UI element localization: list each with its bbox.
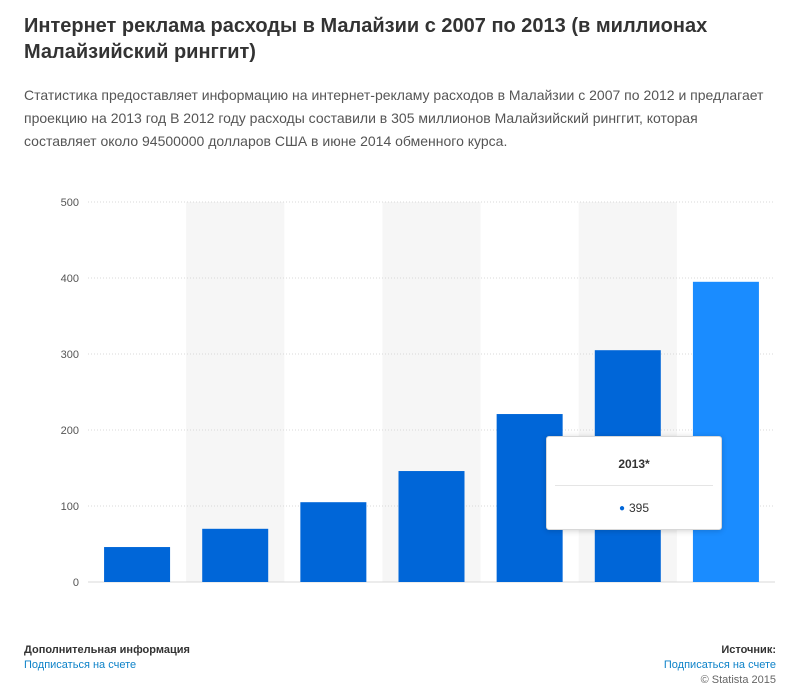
- info-heading: Дополнительная информация: [24, 644, 190, 656]
- series-dot-icon: ●: [618, 503, 625, 514]
- y-tick-label: 500: [61, 197, 79, 209]
- y-tick-label: 100: [61, 501, 79, 513]
- bar-2013[interactable]: [692, 281, 759, 582]
- bar-2010[interactable]: [398, 471, 465, 582]
- source-subscribe-link[interactable]: Подписаться на счете: [663, 659, 776, 671]
- chart-title: Интернет реклама расходы в Малайзии с 20…: [24, 15, 708, 63]
- copyright: © Statista 2015: [700, 674, 776, 686]
- tooltip-value: 395: [629, 501, 650, 515]
- y-tick-label: 300: [61, 349, 79, 361]
- bar-2009[interactable]: [300, 502, 367, 582]
- y-tick-label: 0: [73, 577, 79, 589]
- tooltip-value-row: ● 395: [547, 501, 721, 515]
- footer-info: Дополнительная информация Подписаться на…: [24, 643, 190, 673]
- y-axis-labels: 0 100 200 300 400 500: [61, 197, 79, 589]
- bar-tooltip: 2013* ● 395: [546, 436, 722, 530]
- background-band: [186, 202, 285, 582]
- bar-2008[interactable]: [202, 528, 269, 582]
- info-subscribe-link[interactable]: Подписаться на счете: [24, 659, 137, 671]
- y-tick-label: 400: [61, 273, 79, 285]
- source-heading: Источник:: [721, 644, 776, 656]
- footer-source: Источник: Подписаться на счете © Statist…: [664, 643, 776, 688]
- bar-chart: 0 100 200 300 400 500: [61, 197, 775, 589]
- chart-description: Статистика предоставляет информацию на и…: [24, 87, 764, 149]
- y-tick-label: 200: [61, 425, 79, 437]
- tooltip-title: 2013*: [618, 457, 650, 471]
- bar-2007[interactable]: [104, 547, 171, 582]
- tooltip-divider: [555, 485, 713, 486]
